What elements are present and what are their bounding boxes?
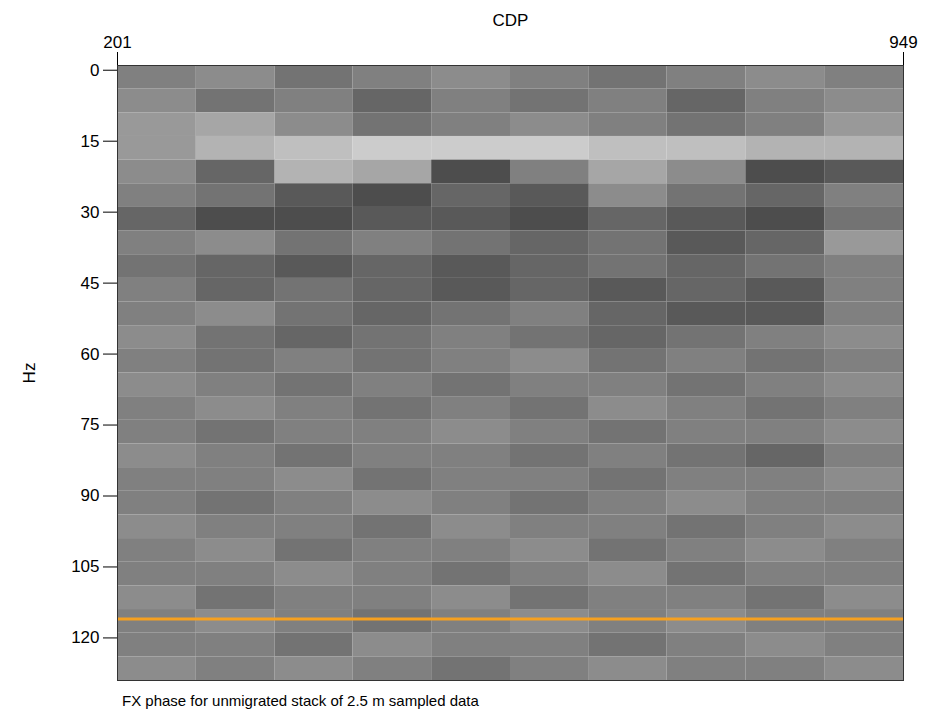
- svg-text:949: 949: [889, 33, 917, 52]
- svg-text:45: 45: [81, 274, 100, 293]
- svg-text:120: 120: [71, 628, 99, 647]
- svg-text:201: 201: [103, 33, 131, 52]
- svg-text:Hz: Hz: [20, 363, 39, 384]
- svg-text:CDP: CDP: [493, 11, 529, 30]
- svg-text:105: 105: [71, 557, 99, 576]
- svg-text:15: 15: [81, 132, 100, 151]
- html-text:FX phase for unmigrated stack: FX phase for unmigrated stack of 2.5 m s…: [122, 692, 479, 709]
- svg-text:90: 90: [81, 486, 100, 505]
- svg-text:60: 60: [81, 345, 100, 364]
- svg-text:30: 30: [81, 203, 100, 222]
- svg-text:0: 0: [90, 61, 99, 80]
- svg-text:75: 75: [81, 415, 100, 434]
